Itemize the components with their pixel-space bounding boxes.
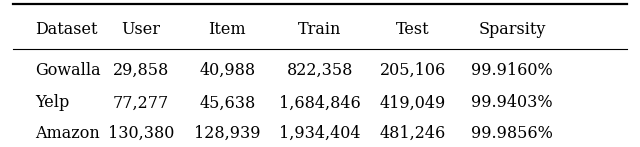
Text: 481,246: 481,246 [380, 125, 446, 142]
Text: 205,106: 205,106 [380, 62, 446, 79]
Text: 130,380: 130,380 [108, 125, 174, 142]
Text: 1,684,846: 1,684,846 [279, 94, 361, 111]
Text: Amazon: Amazon [35, 125, 100, 142]
Text: 128,939: 128,939 [194, 125, 260, 142]
Text: 45,638: 45,638 [199, 94, 255, 111]
Text: 29,858: 29,858 [113, 62, 169, 79]
Text: Yelp: Yelp [35, 94, 70, 111]
Text: Gowalla: Gowalla [35, 62, 101, 79]
Text: 822,358: 822,358 [287, 62, 353, 79]
Text: User: User [122, 21, 160, 38]
Text: Train: Train [298, 21, 342, 38]
Text: 77,277: 77,277 [113, 94, 169, 111]
Text: 40,988: 40,988 [199, 62, 255, 79]
Text: 419,049: 419,049 [380, 94, 446, 111]
Text: Test: Test [396, 21, 429, 38]
Text: 1,934,404: 1,934,404 [279, 125, 361, 142]
Text: Sparsity: Sparsity [478, 21, 546, 38]
Text: 99.9160%: 99.9160% [471, 62, 553, 79]
Text: Dataset: Dataset [35, 21, 98, 38]
Text: Item: Item [209, 21, 246, 38]
Text: 99.9856%: 99.9856% [471, 125, 553, 142]
Text: 99.9403%: 99.9403% [471, 94, 553, 111]
